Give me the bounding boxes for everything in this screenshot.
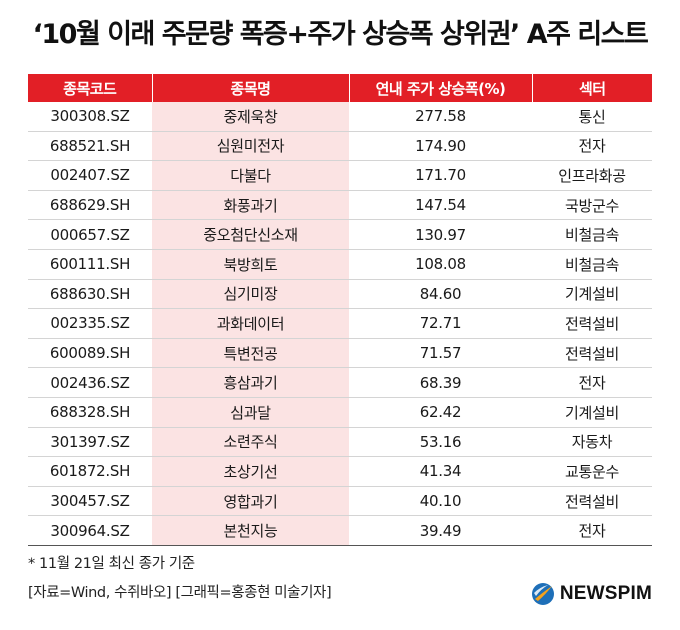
table-row: 688521.SH 심원미전자 174.90 전자 (28, 131, 652, 162)
sector-cell: 기계설비 (532, 397, 652, 428)
column-header-name: 종목명 (151, 74, 349, 102)
table-row: 300457.SZ 영합과기 40.10 전력설비 (28, 486, 652, 517)
column-header-change: 연내 주가 상승폭(%) (348, 74, 532, 102)
price-change-cell: 53.16 (349, 427, 532, 458)
price-change-cell: 171.70 (349, 160, 532, 191)
stock-code-cell: 301397.SZ (28, 427, 152, 458)
stock-code-cell: 601872.SH (28, 456, 152, 487)
stock-name-cell: 과화데이터 (152, 308, 349, 339)
stock-code-cell: 688521.SH (28, 131, 152, 162)
stock-code-cell: 600089.SH (28, 338, 152, 369)
table-row: 600089.SH 특변전공 71.57 전력설비 (28, 338, 652, 369)
price-change-cell: 108.08 (349, 249, 532, 280)
price-change-cell: 84.60 (349, 279, 532, 310)
table-row: 300308.SZ 중제욱창 277.58 통신 (28, 102, 652, 132)
sector-cell: 전자 (532, 367, 652, 398)
sector-cell: 교통운수 (532, 456, 652, 487)
stock-code-cell: 300308.SZ (28, 102, 152, 132)
sector-cell: 통신 (532, 102, 652, 132)
credit-note: [자료=Wind, 수쥐바오] [그래픽=홍종현 미술기자] (28, 585, 332, 601)
stock-code-cell: 300457.SZ (28, 486, 152, 517)
stock-code-cell: 002436.SZ (28, 367, 152, 398)
newspim-logo: NEWSPIM (531, 582, 652, 606)
table-body: 300308.SZ 중제욱창 277.58 통신 688521.SH 심원미전자 174.9… (28, 102, 652, 546)
stock-code-cell: 000657.SZ (28, 219, 152, 250)
price-change-cell: 39.49 (349, 515, 532, 546)
stock-name-cell: 흥삼과기 (152, 367, 349, 398)
stock-code-cell: 002335.SZ (28, 308, 152, 339)
sector-cell: 자동차 (532, 427, 652, 458)
sector-cell: 비철금속 (532, 249, 652, 280)
basis-note: * 11월 21일 최신 종가 기준 (28, 556, 195, 572)
price-change-cell: 72.71 (349, 308, 532, 339)
stock-name-cell: 심과달 (152, 397, 349, 428)
sector-cell: 기계설비 (532, 279, 652, 310)
stock-name-cell: 소련주식 (152, 427, 349, 458)
sector-cell: 전자 (532, 515, 652, 546)
price-change-cell: 62.42 (349, 397, 532, 428)
table-row: 600111.SH 북방희토 108.08 비철금속 (28, 249, 652, 280)
table-row: 688630.SH 심기미장 84.60 기계설비 (28, 279, 652, 310)
table-header-row: 종목코드 종목명 연내 주가 상승폭(%) 섹터 (28, 74, 652, 102)
stock-name-cell: 심기미장 (152, 279, 349, 310)
sector-cell: 전자 (532, 131, 652, 162)
stock-name-cell: 북방희토 (152, 249, 349, 280)
table-row: 300964.SZ 본천지능 39.49 전자 (28, 515, 652, 546)
stock-name-cell: 심원미전자 (152, 131, 349, 162)
stock-name-cell: 초상기선 (152, 456, 349, 487)
price-change-cell: 41.34 (349, 456, 532, 487)
stock-code-cell: 600111.SH (28, 249, 152, 280)
stock-table: 종목코드 종목명 연내 주가 상승폭(%) 섹터 300308.SZ 중제욱창 27… (28, 74, 652, 546)
table-row: 002335.SZ 과화데이터 72.71 전력설비 (28, 308, 652, 339)
stock-code-cell: 688629.SH (28, 190, 152, 221)
stock-code-cell: 300964.SZ (28, 515, 152, 546)
table-row: 002407.SZ 다불다 171.70 인프라화공 (28, 160, 652, 191)
price-change-cell: 277.58 (349, 102, 532, 132)
price-change-cell: 40.10 (349, 486, 532, 517)
sector-cell: 인프라화공 (532, 160, 652, 191)
price-change-cell: 71.57 (349, 338, 532, 369)
newspim-logo-icon (531, 583, 554, 605)
price-change-cell: 147.54 (349, 190, 532, 221)
stock-name-cell: 특변전공 (152, 338, 349, 369)
sector-cell: 국방군수 (532, 190, 652, 221)
sector-cell: 전력설비 (532, 308, 652, 339)
stock-name-cell: 중제욱창 (152, 102, 349, 132)
stock-code-cell: 002407.SZ (28, 160, 152, 191)
stock-name-cell: 다불다 (152, 160, 349, 191)
page-title: ‘10월 이래 주문량 폭증+주가 상승폭 상위권’ A주 리스트 (32, 19, 649, 50)
stock-name-cell: 본천지능 (152, 515, 349, 546)
stock-name-cell: 영합과기 (152, 486, 349, 517)
table-row: 688328.SH 심과달 62.42 기계설비 (28, 397, 652, 428)
stock-code-cell: 688328.SH (28, 397, 152, 428)
stock-name-cell: 중오첨단신소재 (152, 219, 349, 250)
sector-cell: 비철금속 (532, 219, 652, 250)
column-header-code: 종목코드 (28, 74, 152, 102)
table-row: 002436.SZ 흥삼과기 68.39 전자 (28, 367, 652, 398)
sector-cell: 전력설비 (532, 338, 652, 369)
price-change-cell: 68.39 (349, 367, 532, 398)
table-row: 301397.SZ 소련주식 53.16 자동차 (28, 427, 652, 458)
newspim-logo-text: NEWSPIM (559, 583, 652, 604)
table-row: 601872.SH 초상기선 41.34 교통운수 (28, 456, 652, 487)
sector-cell: 전력설비 (532, 486, 652, 517)
price-change-cell: 130.97 (349, 219, 532, 250)
column-header-sector: 섹터 (531, 74, 652, 102)
stock-code-cell: 688630.SH (28, 279, 152, 310)
table-row: 688629.SH 화풍과기 147.54 국방군수 (28, 190, 652, 221)
price-change-cell: 174.90 (349, 131, 532, 162)
table-row: 000657.SZ 중오첨단신소재 130.97 비철금속 (28, 219, 652, 250)
stock-name-cell: 화풍과기 (152, 190, 349, 221)
